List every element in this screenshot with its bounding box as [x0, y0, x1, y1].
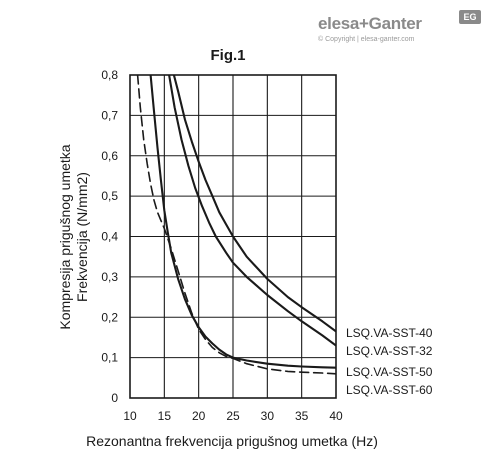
plot-frame	[129, 74, 337, 399]
x-tick-label: 10	[123, 409, 137, 423]
brand-logo: elesa+Ganter EG © Copyright | elesa-gant…	[318, 10, 483, 50]
y-tick-label: 0,5	[101, 189, 118, 203]
x-tick-label: 35	[295, 409, 309, 423]
x-axis-label: Rezonantna frekvencija prigušnog umetka …	[86, 433, 378, 449]
x-tick-label: 30	[261, 409, 275, 423]
legend-label: LSQ.VA-SST-40	[346, 326, 433, 340]
grid	[130, 75, 336, 398]
series-line-lsq-va-sst-60	[136, 75, 336, 375]
y-tick-label: 0,7	[101, 108, 118, 122]
y-tick-label: 0	[111, 391, 118, 405]
y-tick-label: 0,1	[101, 351, 118, 365]
y-tick-label: 0,2	[101, 310, 118, 324]
series-lines	[136, 75, 336, 375]
x-tick-label: 20	[192, 409, 206, 423]
x-tick-label: 40	[329, 409, 343, 423]
brand-copyright: © Copyright | elesa-ganter.com	[318, 36, 415, 43]
x-tick-label: 15	[158, 409, 172, 423]
series-line-lsq-va-sst-40	[172, 75, 336, 333]
legend-label: LSQ.VA-SST-50	[346, 365, 433, 379]
chart-title: Fig.1	[210, 47, 245, 64]
x-tick-label: 25	[226, 409, 240, 423]
y-tick-label: 0,3	[101, 270, 118, 284]
brand-badge: EG	[459, 10, 481, 24]
y-axis-label-line-2: Frekvencija (N/mm2)	[74, 172, 90, 302]
y-tick-label: 0,4	[101, 230, 118, 244]
legend-label: LSQ.VA-SST-32	[346, 344, 433, 358]
legend: LSQ.VA-SST-40 LSQ.VA-SST-32 LSQ.VA-SST-50 L…	[346, 326, 433, 397]
y-tick-label: 0,8	[101, 68, 118, 82]
series-line-lsq-va-sst-32	[168, 75, 336, 347]
x-tick-labels: 10 15 20 25 30 35 40	[123, 409, 343, 423]
y-tick-labels: 0 0,1 0,2 0,3 0,4 0,5 0,6 0,7 0,8	[101, 68, 118, 405]
series-line-lsq-va-sst-50	[149, 75, 336, 369]
legend-label: LSQ.VA-SST-60	[346, 383, 433, 397]
brand-name: elesa+Ganter	[318, 14, 422, 33]
y-axis-label: Kompresija prigušnog umetka Frekvencija …	[57, 144, 90, 329]
y-axis-label-line-1: Kompresija prigušnog umetka	[57, 144, 73, 329]
y-tick-label: 0,6	[101, 149, 118, 163]
